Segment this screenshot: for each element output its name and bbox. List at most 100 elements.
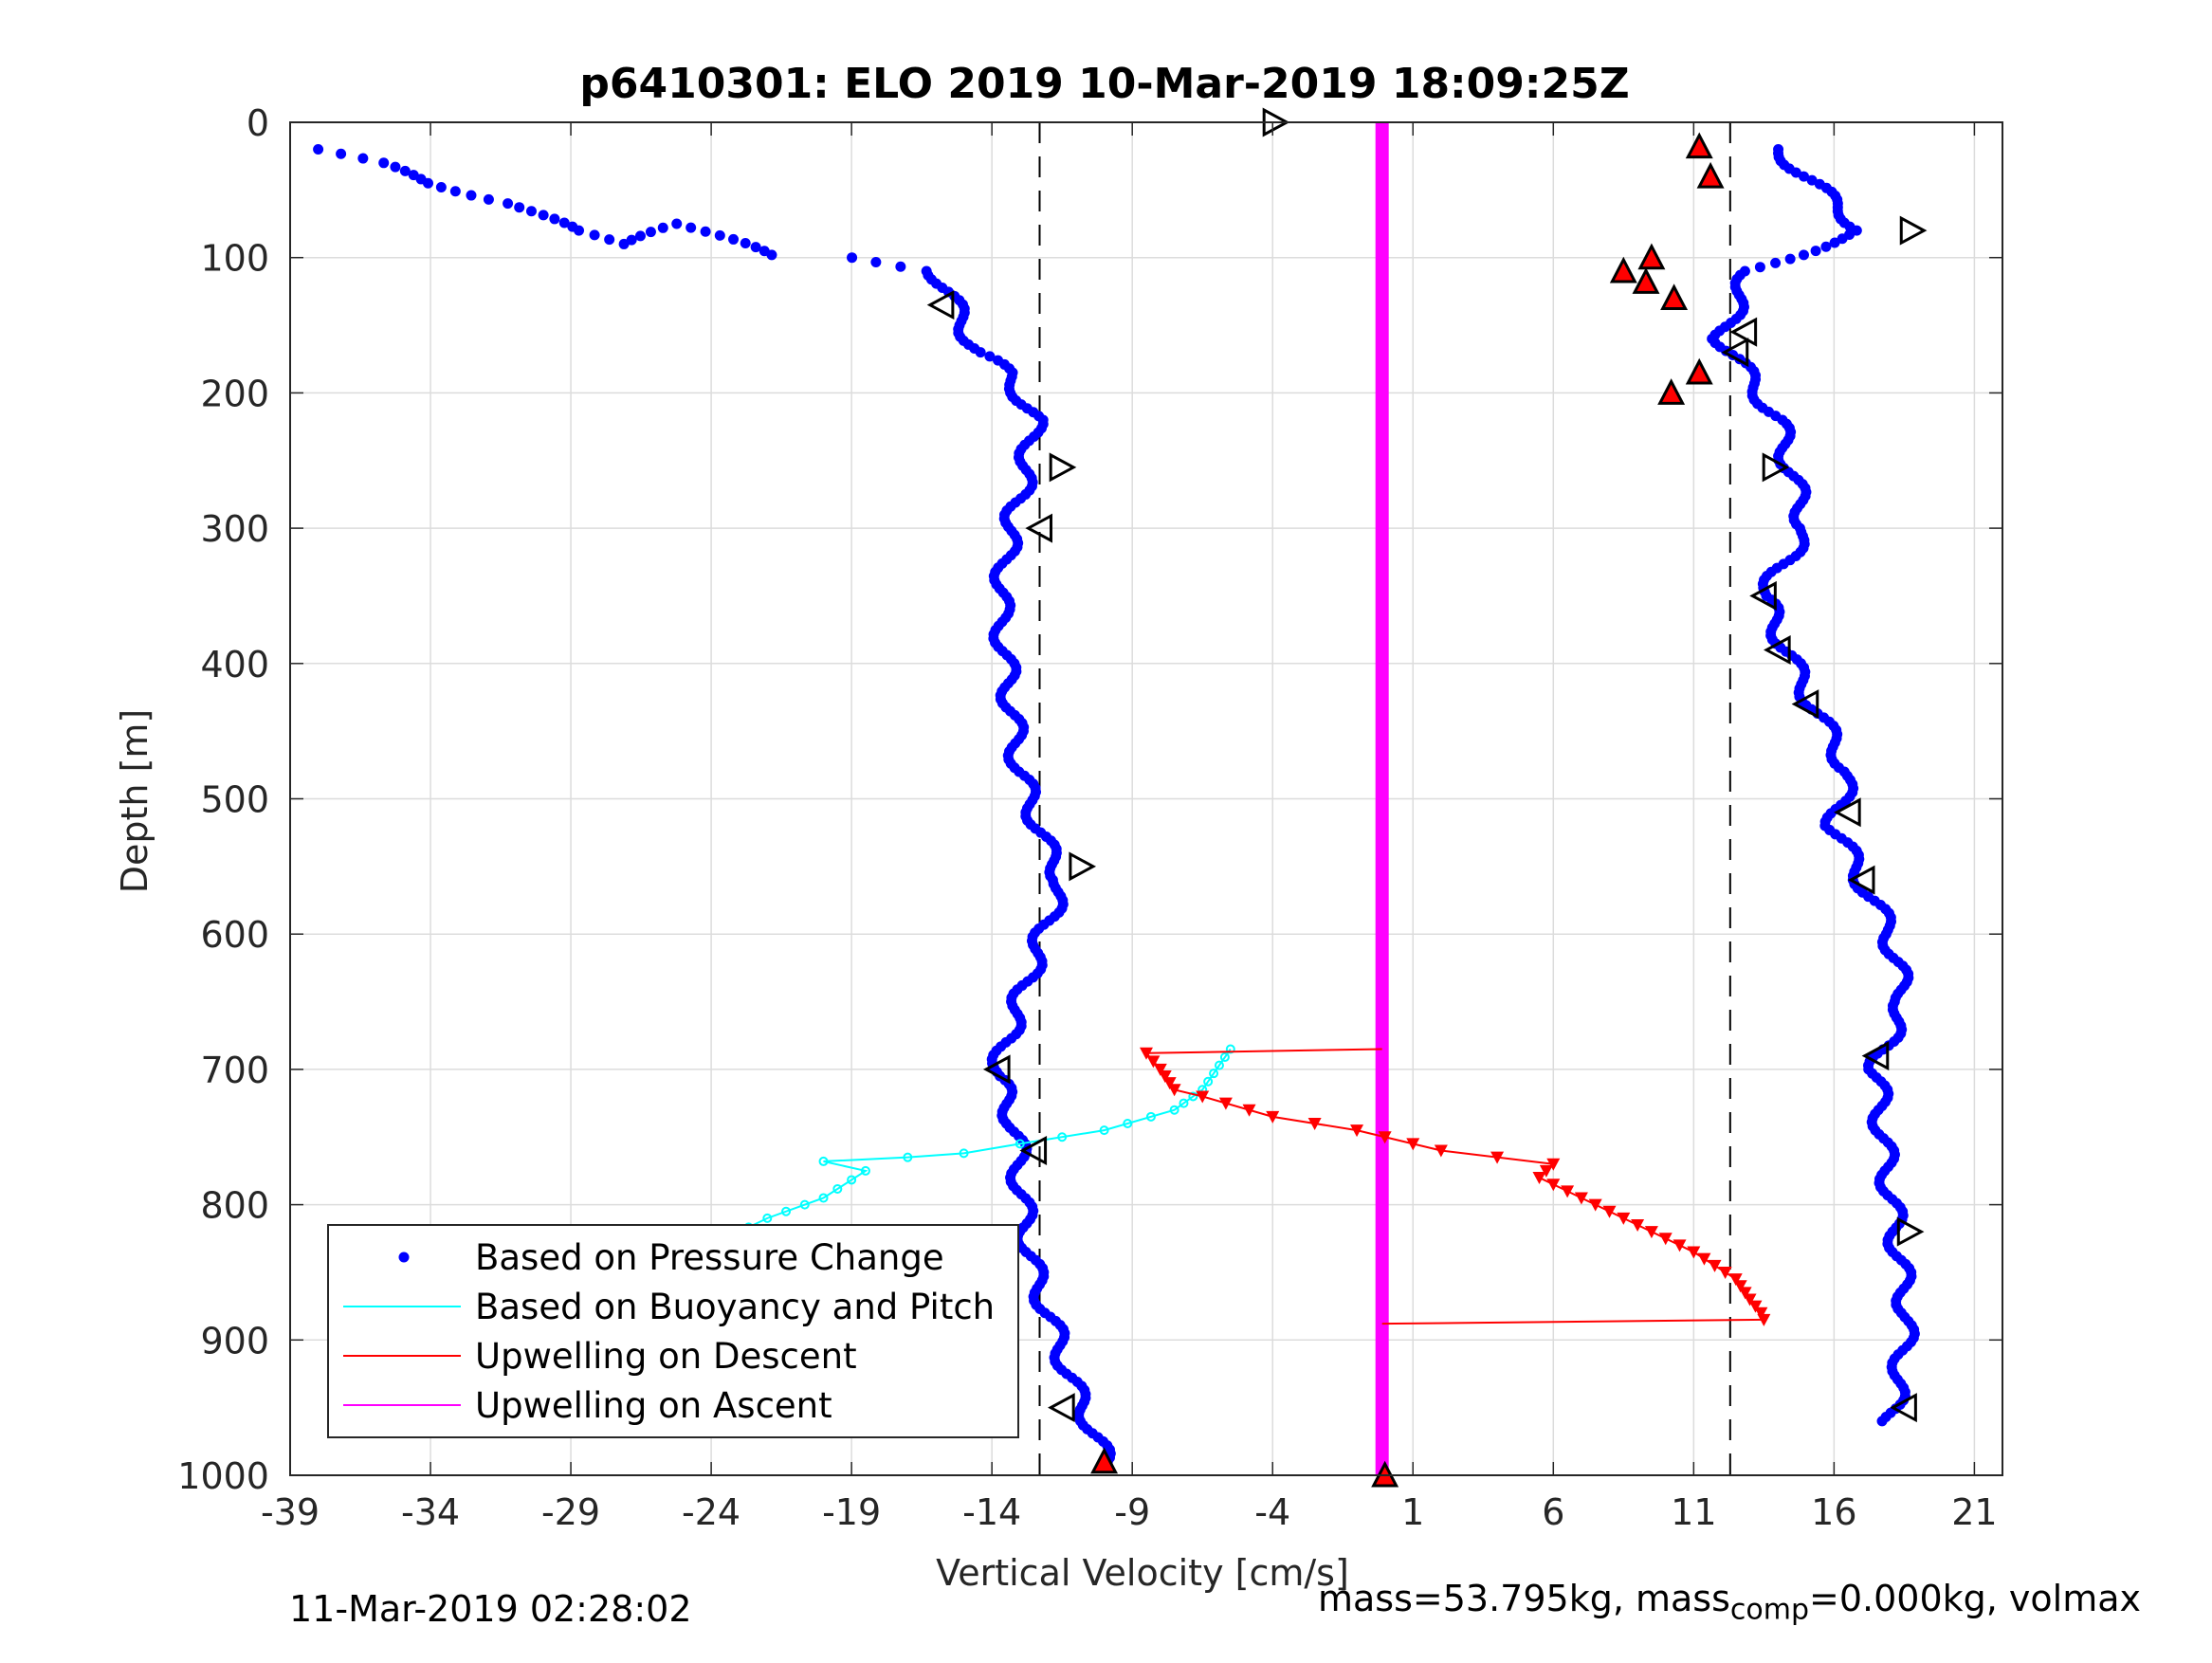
pressure-change-point (984, 351, 996, 362)
buoyancy-pitch-point (1015, 1139, 1025, 1149)
pressure-change-point (525, 206, 537, 217)
pressure-change-point (634, 230, 646, 242)
descent-upwelling-point (1687, 1246, 1701, 1259)
descent-upwelling-point (1738, 1287, 1752, 1300)
buoyancy-pitch-point (818, 1193, 829, 1203)
pressure-change-point (1790, 167, 1801, 178)
event-marker (1609, 256, 1637, 283)
legend-label: Upwelling on Ascent (475, 1385, 832, 1426)
y-tick-label: 800 (200, 1185, 269, 1227)
pressure-change-point (728, 233, 740, 245)
pressure-change-point (1754, 262, 1765, 273)
event-marker (1685, 132, 1713, 159)
event-marker (1696, 161, 1725, 189)
pressure-change-point (766, 249, 777, 261)
descent-upwelling-point (1673, 1239, 1687, 1252)
buoyancy-pitch-point (1225, 1044, 1235, 1054)
pressure-change-point (514, 202, 525, 213)
descent-upwelling-point (1561, 1185, 1575, 1198)
descent-upwelling-point (1218, 1097, 1233, 1110)
x-tick-label: -19 (822, 1491, 881, 1533)
buoyancy-pitch-point (1209, 1069, 1219, 1079)
buoyancy-pitch-point (818, 1156, 829, 1166)
legend-box (327, 1224, 1019, 1438)
turn-marker-right (1762, 452, 1790, 483)
pressure-change-point (1770, 257, 1782, 268)
pressure-change-point (483, 193, 494, 205)
turn-marker-left (982, 1054, 1011, 1085)
pressure-change-point (657, 222, 668, 233)
descent-upwelling-point (1754, 1307, 1768, 1320)
descent-upwelling-point (1728, 1273, 1743, 1287)
pressure-change-point (618, 238, 630, 249)
buoyancy-pitch-point (847, 1175, 857, 1185)
pressure-change-point (671, 218, 683, 229)
legend-label: Based on Pressure Change (475, 1237, 944, 1278)
x-tick-label: -39 (261, 1491, 320, 1533)
y-tick-label: 1000 (177, 1455, 269, 1497)
pressure-change-point (975, 347, 986, 358)
pressure-change-point (700, 226, 711, 237)
descent-upwelling-point (1532, 1172, 1546, 1185)
legend-label: Based on Buoyancy and Pitch (475, 1287, 995, 1327)
pressure-change-point (435, 181, 447, 192)
turn-marker-left (1847, 865, 1875, 895)
turn-marker-right (1069, 851, 1097, 882)
turn-marker-left (1890, 1393, 1917, 1423)
turn-marker-left (1025, 513, 1052, 543)
x-axis-label: Vertical Velocity [cm/s] (936, 1552, 1349, 1594)
descent-upwelling-point (1658, 1233, 1673, 1246)
pressure-change-point (1829, 237, 1840, 248)
buoyancy-pitch-point (1123, 1118, 1133, 1128)
x-tick-label: 1 (1401, 1491, 1424, 1533)
pressure-change-point (1806, 174, 1818, 186)
mass-text-a: mass=53.795kg, mass (1318, 1578, 1730, 1619)
x-tick-label: -29 (541, 1491, 600, 1533)
pressure-change-point (558, 217, 570, 228)
descent-upwelling-point (1140, 1047, 1153, 1060)
pressure-change-point (589, 229, 600, 241)
descent-upwelling-point (1539, 1164, 1553, 1178)
event-marker (1090, 1447, 1119, 1474)
descent-upwelling-point (1602, 1205, 1617, 1218)
turn-marker-left (1749, 580, 1777, 611)
plot-frame (289, 121, 2003, 1476)
descent-upwelling-point (1733, 1280, 1747, 1293)
footer-mass: mass=53.795kg, masscomp=0.000kg, volmax (1318, 1578, 2141, 1627)
buoyancy-pitch-point (903, 1152, 913, 1162)
x-tick-label: 11 (1671, 1491, 1716, 1533)
descent-upwelling-point (1748, 1300, 1763, 1313)
y-tick-label: 600 (200, 914, 269, 956)
descent-connector-line (1145, 1048, 1382, 1054)
descent-upwelling-point (1167, 1084, 1181, 1097)
descent-upwelling-point (1162, 1077, 1177, 1090)
pressure-change-point (626, 234, 637, 246)
y-tick-label: 0 (247, 102, 269, 144)
event-marker (1660, 283, 1689, 311)
turn-marker-left (1019, 1136, 1048, 1166)
pressure-change-point (466, 190, 477, 201)
x-tick-label: -34 (401, 1491, 460, 1533)
descent-upwelling-point (1546, 1158, 1561, 1171)
pressure-change-point (336, 148, 347, 159)
buoyancy-pitch-point (1179, 1098, 1189, 1108)
event-marker (1632, 267, 1660, 294)
descent-upwelling-point (1153, 1063, 1167, 1076)
buoyancy-pitch-point (832, 1183, 843, 1194)
pressure-change-point (740, 238, 751, 249)
buoyancy-pitch-point (781, 1206, 792, 1216)
descent-upwelling-point (1757, 1313, 1771, 1326)
pressure-change-point (847, 252, 858, 264)
event-marker (1685, 357, 1713, 385)
buoyancy-pitch-point (1203, 1076, 1214, 1087)
descent-upwelling-point (1434, 1144, 1448, 1158)
pressure-change-point (1810, 246, 1821, 257)
legend: Based on Pressure Change Based on Buoyanc… (327, 1224, 1019, 1438)
pressure-change-point (645, 227, 656, 238)
descent-upwelling-point (1378, 1131, 1392, 1144)
descent-upwelling-point (1146, 1055, 1161, 1069)
descent-upwelling-point (1350, 1124, 1364, 1138)
buoyancy-pitch-point (1099, 1125, 1109, 1136)
pressure-change-point (870, 256, 882, 267)
turn-marker-left (1721, 338, 1749, 368)
